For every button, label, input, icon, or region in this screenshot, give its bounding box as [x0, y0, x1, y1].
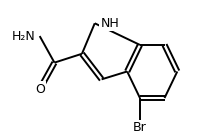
Text: Br: Br: [133, 121, 147, 134]
Text: NH: NH: [101, 17, 119, 30]
Text: H₂N: H₂N: [12, 30, 36, 43]
Text: O: O: [35, 83, 45, 96]
